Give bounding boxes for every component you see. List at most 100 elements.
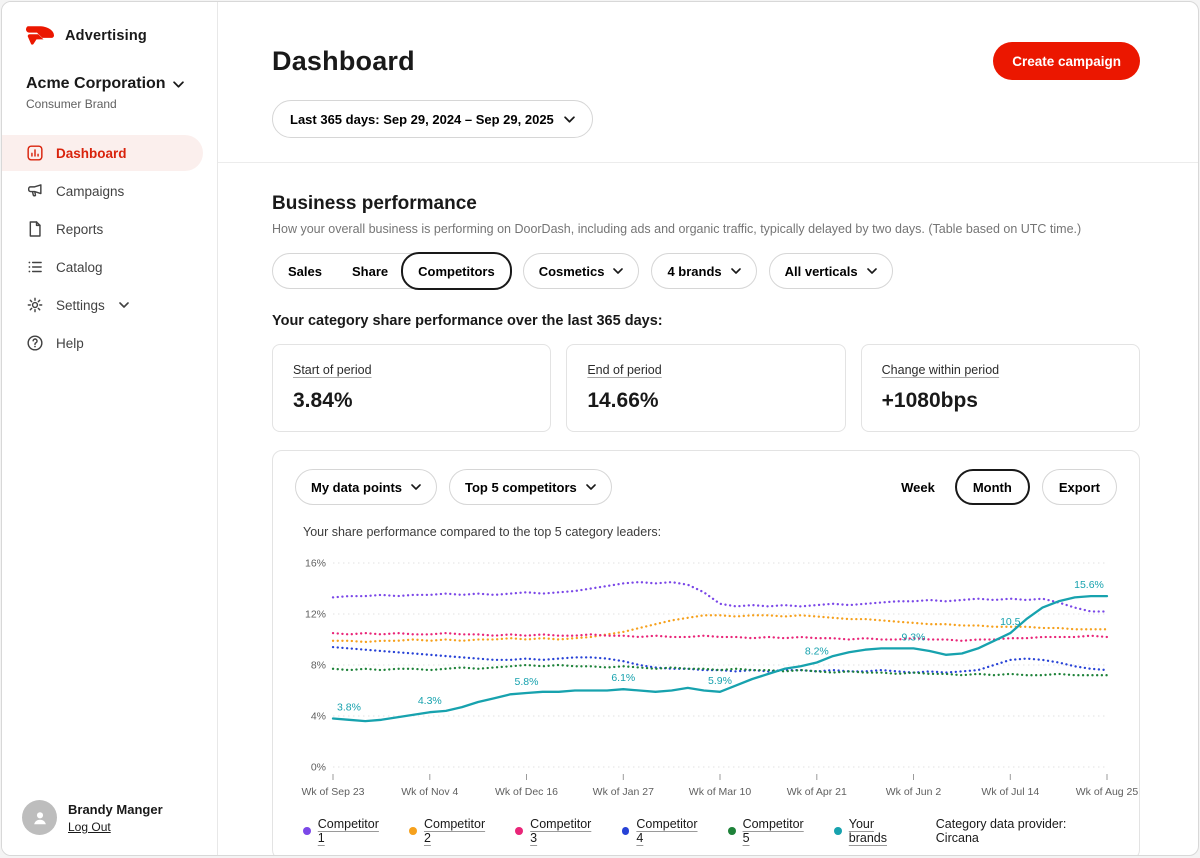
org-switcher[interactable]: Acme Corporation (26, 75, 193, 93)
sidebar-item-campaigns[interactable]: Campaigns (2, 173, 217, 209)
create-campaign-button[interactable]: Create campaign (993, 42, 1140, 80)
svg-text:5.8%: 5.8% (515, 676, 539, 688)
legend-dot (409, 827, 417, 835)
stats-row: Start of period 3.84% End of period 14.6… (272, 344, 1140, 432)
data-points-dropdown-label: My data points (311, 479, 403, 495)
svg-text:0%: 0% (311, 762, 326, 774)
nav-label: Dashboard (56, 145, 127, 161)
bar-chart-icon (26, 144, 44, 162)
svg-text:8%: 8% (311, 660, 326, 672)
chart-controls: My data points Top 5 competitors Week Mo… (295, 469, 1117, 505)
legend-label: Competitor 5 (742, 817, 804, 845)
section-subtitle: How your overall business is performing … (272, 222, 1082, 236)
data-points-dropdown[interactable]: My data points (295, 469, 438, 505)
date-range-label: Last 365 days: Sep 29, 2024 – Sep 29, 20… (290, 111, 554, 127)
brands-dropdown[interactable]: 4 brands (651, 253, 757, 289)
svg-text:4%: 4% (311, 711, 326, 723)
legend-dot (727, 827, 736, 835)
legend-dot (621, 827, 630, 835)
svg-text:6.1%: 6.1% (611, 672, 635, 684)
chevron-down-icon (730, 268, 741, 274)
section-divider (218, 162, 1198, 163)
doordash-logo-icon (26, 26, 54, 45)
verticals-dropdown[interactable]: All verticals (768, 253, 893, 289)
nav-label: Reports (56, 221, 104, 237)
share-chart-card: My data points Top 5 competitors Week Mo… (272, 450, 1140, 855)
svg-text:Wk of Aug 25: Wk of Aug 25 (1076, 786, 1139, 798)
tab-share[interactable]: Share (337, 254, 403, 288)
sidebar-user: Brandy Manger Log Out (2, 800, 217, 835)
legend-item[interactable]: Competitor 1 (303, 817, 387, 845)
svg-text:3.8%: 3.8% (337, 702, 361, 714)
sidebar-item-dashboard[interactable]: Dashboard (2, 135, 203, 171)
stat-value: 3.84% (293, 389, 353, 412)
month-toggle-button[interactable]: Month (954, 469, 1030, 505)
user-name: Brandy Manger (68, 801, 163, 817)
svg-text:Wk of Jan 27: Wk of Jan 27 (593, 786, 654, 798)
category-dropdown[interactable]: Cosmetics (522, 253, 640, 289)
category-dropdown-label: Cosmetics (538, 263, 605, 279)
chart-legend-items: Competitor 1 Competitor 2 Competitor 3 Comp… (303, 817, 914, 845)
gear-icon (26, 296, 44, 314)
svg-text:8.2%: 8.2% (805, 646, 829, 658)
chevron-down-icon (585, 484, 596, 490)
chevron-down-icon (172, 80, 184, 88)
person-icon (33, 811, 46, 824)
legend-label: Competitor 2 (423, 817, 486, 845)
date-range-filter[interactable]: Last 365 days: Sep 29, 2024 – Sep 29, 20… (272, 100, 593, 138)
sidebar-item-help[interactable]: Help (2, 325, 217, 361)
svg-text:Wk of Dec 16: Wk of Dec 16 (495, 786, 558, 798)
chevron-down-icon (118, 302, 129, 308)
legend-item[interactable]: Competitor 3 (515, 817, 599, 845)
logout-link[interactable]: Log Out (68, 819, 111, 834)
export-button[interactable]: Export (1041, 469, 1117, 505)
product-name: Advertising (65, 27, 147, 44)
legend-label: Competitor 3 (530, 817, 592, 845)
svg-text:16%: 16% (305, 558, 326, 570)
logo-row: Advertising (2, 26, 217, 45)
week-toggle-button[interactable]: Week (893, 469, 943, 505)
chart-caption: Your share performance compared to the t… (303, 525, 662, 539)
legend-item[interactable]: Competitor 2 (409, 817, 493, 845)
stat-value: +1080bps (881, 389, 978, 412)
competitors-dropdown[interactable]: Top 5 competitors (449, 469, 612, 505)
legend-item[interactable]: Competitor 5 (727, 817, 812, 845)
svg-text:Wk of Jul 14: Wk of Jul 14 (981, 786, 1039, 798)
share-performance-heading: Your category share performance over the… (272, 313, 663, 329)
competitors-dropdown-label: Top 5 competitors (465, 479, 577, 495)
tab-sales[interactable]: Sales (273, 254, 337, 288)
chevron-down-icon (411, 484, 421, 490)
legend-item[interactable]: Competitor 4 (621, 817, 706, 845)
legend-item[interactable]: Your brands (834, 817, 914, 845)
legend-dot (515, 827, 524, 835)
svg-text:Wk of Jun 2: Wk of Jun 2 (886, 786, 942, 798)
verticals-dropdown-label: All verticals (784, 263, 858, 279)
legend-dot (834, 827, 842, 835)
stat-card-change: Change within period +1080bps (860, 344, 1140, 432)
sidebar-item-reports[interactable]: Reports (2, 211, 217, 247)
page-header: Dashboard Create campaign (272, 42, 1140, 80)
chevron-down-icon (564, 115, 575, 123)
sidebar-item-catalog[interactable]: Catalog (2, 249, 217, 285)
nav-label: Help (56, 335, 84, 351)
tab-competitors[interactable]: Competitors (401, 252, 512, 290)
help-circle-icon (26, 334, 44, 352)
megaphone-icon (26, 182, 44, 200)
stat-value: 14.66% (587, 389, 659, 412)
svg-text:Wk of Sep 23: Wk of Sep 23 (301, 786, 364, 798)
stat-label: Change within period (881, 363, 1000, 377)
sidebar: Advertising Acme Corporation Consumer Br… (2, 2, 218, 855)
svg-text:15.6%: 15.6% (1074, 579, 1104, 591)
chart-legend: Competitor 1 Competitor 2 Competitor 3 Comp… (295, 817, 1117, 845)
list-icon (26, 258, 44, 276)
sidebar-item-settings[interactable]: Settings (2, 287, 217, 323)
svg-text:Wk of Apr 21: Wk of Apr 21 (787, 786, 847, 798)
sidebar-nav: Dashboard Campaigns Repo (2, 135, 217, 361)
svg-text:Wk of Mar 10: Wk of Mar 10 (689, 786, 752, 798)
org-section: Acme Corporation Consumer Brand (2, 45, 217, 111)
stat-card-start: Start of period 3.84% (272, 344, 552, 432)
chevron-down-icon (613, 268, 624, 274)
stat-card-end: End of period 14.66% (566, 344, 846, 432)
section-title: Business performance (272, 193, 477, 214)
